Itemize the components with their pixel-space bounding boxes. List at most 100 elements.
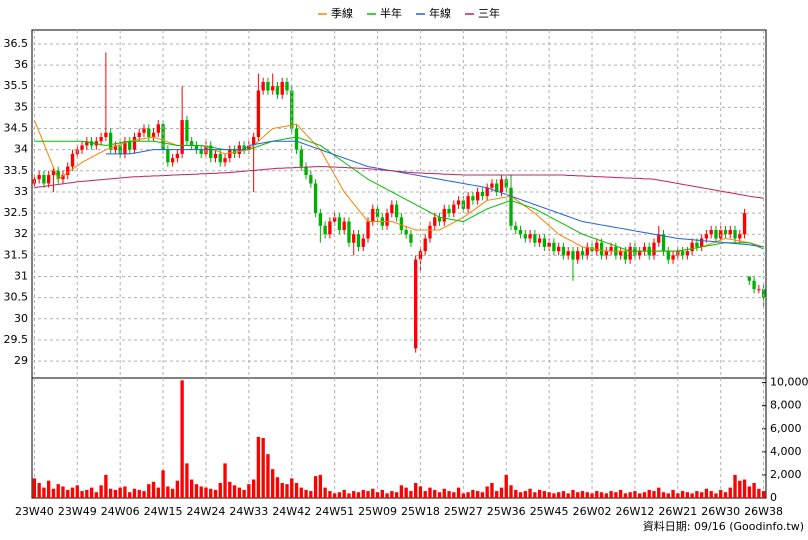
candle-body xyxy=(147,128,151,137)
volume-bar xyxy=(32,478,37,498)
candle-body xyxy=(142,128,146,133)
moving-average-line xyxy=(105,140,764,248)
volume-bar xyxy=(633,491,637,498)
candle-body xyxy=(714,230,718,239)
candle-body xyxy=(557,246,561,252)
volume-bar xyxy=(695,491,699,498)
candle-body xyxy=(480,191,485,197)
candle-body xyxy=(213,153,218,159)
volume-bar xyxy=(618,489,623,498)
volume-bar xyxy=(218,483,222,498)
candle-body xyxy=(514,225,518,231)
y-tick-label: 33 xyxy=(14,185,28,198)
volume-bar xyxy=(66,489,70,498)
volume-bar xyxy=(185,463,189,498)
volume-bar xyxy=(499,487,504,498)
moving-average-line xyxy=(33,119,764,252)
volume-bar xyxy=(180,380,184,498)
volume-bar xyxy=(514,489,518,498)
candle-body xyxy=(328,221,332,235)
candle-body xyxy=(661,234,666,252)
candle-body xyxy=(723,230,728,235)
y-tick-label: 31 xyxy=(14,270,28,283)
candle-body xyxy=(609,246,613,252)
candle-body xyxy=(490,183,494,188)
volume-bar xyxy=(209,488,213,498)
candle-body xyxy=(652,242,656,256)
volume-bar xyxy=(690,493,694,498)
candle-body xyxy=(166,149,170,163)
candle-body xyxy=(504,179,508,188)
volume-bar xyxy=(113,489,118,498)
volume-bar xyxy=(275,477,280,498)
candle-body xyxy=(428,225,432,239)
volume-bar xyxy=(199,486,203,498)
volume-bar xyxy=(190,479,194,498)
candle-body xyxy=(242,145,246,150)
candle-body xyxy=(466,196,470,209)
volume-bar xyxy=(433,489,437,498)
volume-bar xyxy=(661,492,666,498)
candle-body xyxy=(456,200,461,205)
candle-body xyxy=(671,255,675,260)
candle-body xyxy=(757,289,761,291)
candle-body xyxy=(576,251,580,260)
volume-bar xyxy=(485,486,489,498)
volume-bar xyxy=(761,491,766,498)
volume-bar xyxy=(504,474,508,498)
volume-bar xyxy=(428,487,432,498)
volume-bar xyxy=(161,470,165,498)
volume-bar xyxy=(709,491,713,498)
volume-bar xyxy=(242,489,246,498)
candle-body xyxy=(309,175,313,184)
volume-bar xyxy=(409,491,413,498)
candle-body xyxy=(704,234,709,239)
candle-body xyxy=(313,183,318,214)
candle-body xyxy=(738,234,742,239)
legend-label: 季線 xyxy=(331,6,353,20)
y-tick-label: 36 xyxy=(14,58,28,71)
x-tick-label: 26W38 xyxy=(744,505,783,518)
volume-bar xyxy=(142,491,146,498)
candle-body xyxy=(352,234,356,243)
candle-body xyxy=(371,208,375,222)
volume-bar xyxy=(70,487,75,498)
candle-body xyxy=(580,251,585,256)
volume-bar xyxy=(194,484,199,498)
volume-bar xyxy=(423,491,427,498)
source-note: 資料日期: 09/16 (Goodinfo.tw) xyxy=(643,519,804,533)
candle-body xyxy=(518,230,523,235)
candle-body xyxy=(247,145,251,150)
candle-body xyxy=(552,242,556,252)
volume-bar xyxy=(170,488,175,498)
volume-bar xyxy=(213,489,218,498)
candle-body xyxy=(604,251,608,256)
volume-bar xyxy=(271,469,275,498)
volume-bar xyxy=(414,483,418,498)
volume-bar xyxy=(742,479,747,498)
candle-body xyxy=(80,145,84,150)
volume-bar xyxy=(452,492,456,498)
candle-body xyxy=(599,242,604,256)
candle-body xyxy=(280,82,284,95)
volume-bar xyxy=(251,479,256,498)
candle-body xyxy=(509,187,513,226)
volume-bar xyxy=(490,483,494,498)
volume-bar xyxy=(418,486,423,498)
volume-bar xyxy=(599,492,604,498)
candle-body xyxy=(199,149,203,154)
y-tick-label: 34.5 xyxy=(4,122,29,135)
volume-bar xyxy=(723,492,728,498)
volume-bar xyxy=(638,493,642,498)
candle-body xyxy=(251,136,256,146)
candle-body xyxy=(161,124,165,150)
candle-body xyxy=(156,124,160,133)
volume-bar xyxy=(518,492,523,498)
volume-bar xyxy=(704,488,709,498)
x-tick-label: 23W49 xyxy=(58,505,97,518)
plot-frame xyxy=(31,29,767,499)
y-tick-label: 29.5 xyxy=(4,333,29,346)
candle-body xyxy=(218,153,222,163)
candle-body xyxy=(433,217,437,226)
candle-body xyxy=(51,170,56,176)
